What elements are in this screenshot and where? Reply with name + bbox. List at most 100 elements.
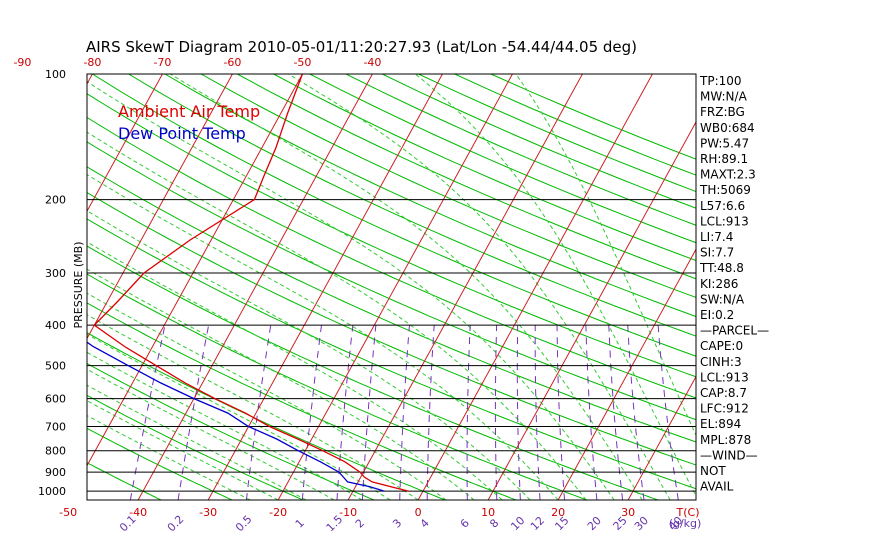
x-axis-label: T(C) [676, 506, 700, 519]
dry-adiabat [87, 462, 162, 500]
dry-adiabat [309, 74, 696, 244]
mixing-ratio-tick-label: 0.2 [165, 513, 187, 535]
moist-adiabat [169, 74, 643, 500]
isotherms [0, 74, 870, 500]
mixing-ratio-line [608, 325, 624, 500]
dry-adiabat [200, 74, 696, 298]
pressure-tick-label: 100 [45, 68, 66, 81]
mixing-ratio-tick-label: 20 [585, 514, 604, 533]
plot-frame [86, 73, 697, 501]
bottom-temp-tick-label: -20 [269, 506, 287, 519]
top-temp-tick-label: -40 [363, 56, 381, 69]
dry-adiabat [87, 218, 696, 490]
mixing-ratio-line [466, 325, 471, 500]
y-axis-label: PRESSURE (MB) [72, 242, 85, 329]
bottom-temp-tick-label: 10 [481, 506, 495, 519]
bottom-temp-tick-label: -30 [199, 506, 217, 519]
mixing-ratio-unit: (g/kg) [669, 517, 702, 530]
index-entry: AVAIL [700, 480, 734, 494]
moist-adiabat [87, 368, 335, 500]
pressure-tick-label: 700 [45, 421, 66, 434]
top-temp-tick-label: -80 [83, 56, 101, 69]
mixing-ratio-tick-label: 6 [458, 516, 472, 530]
mixing-ratio-tick-label: 12 [528, 514, 547, 533]
pressure-tick-label: 300 [45, 267, 66, 280]
index-entry: SW:N/A [700, 292, 745, 306]
moist-adiabat [87, 400, 279, 500]
index-entry: PW:5.47 [700, 136, 749, 150]
mixing-ratio-line [336, 325, 354, 500]
isotherm [0, 74, 22, 500]
mixing-ratio-line [516, 325, 521, 500]
mixing-ratio-tick-label: 2 [353, 516, 367, 530]
index-entry: TP:100 [699, 74, 742, 88]
moist-adiabat [87, 333, 391, 500]
pressure-tick-label: 500 [45, 360, 66, 373]
bottom-temp-tick-label: -10 [339, 506, 357, 519]
isotherm [768, 74, 870, 500]
chart-title: AIRS SkewT Diagram 2010-05-01/11:20:27.9… [86, 38, 637, 56]
isotherm [557, 248, 696, 500]
legend-dewpoint-temp: Dew Point Temp [118, 124, 246, 143]
dry-adiabat [87, 245, 659, 500]
isotherm [487, 121, 696, 500]
index-entry: EL:894 [700, 417, 741, 431]
dewpoint-temp-line [87, 341, 385, 492]
index-entry: LFC:912 [700, 402, 749, 416]
axis-labels: 1002003004005006007008009001000-120-110-… [13, 56, 702, 535]
dry-adiabat [87, 302, 517, 500]
isotherm [207, 74, 443, 500]
bottom-temp-tick-label: 30 [621, 506, 635, 519]
index-entry: LCL:913 [700, 214, 749, 228]
moist-adiabat [87, 241, 503, 500]
index-entry: TH:5069 [699, 183, 751, 197]
mixing-ratio-line [627, 325, 645, 500]
pressure-tick-label: 900 [45, 466, 66, 479]
pressure-tick-label: 600 [45, 393, 66, 406]
top-temp-tick-label: -60 [223, 56, 241, 69]
moist-adiabat [515, 74, 696, 437]
mixing-ratio-line [657, 325, 679, 500]
index-entry: NOT [700, 464, 726, 478]
isotherm [277, 74, 513, 500]
dry-adiabat [273, 74, 696, 262]
top-temp-tick-label: -50 [293, 56, 311, 69]
isotherm [417, 74, 653, 500]
dry-adiabat [87, 166, 696, 443]
moist-adiabat [87, 351, 363, 500]
mixing-ratio-tick-label: 1 [293, 516, 307, 530]
bottom-temp-tick-label: -50 [59, 506, 77, 519]
mixing-ratio-tick-label: 3 [390, 516, 404, 530]
index-entry: TT:48.8 [699, 261, 744, 275]
mixing-ratio-line [362, 325, 377, 500]
mixing-ratio-tick-label: 8 [487, 516, 501, 530]
isotherm [347, 74, 583, 500]
mixing-ratio-line [494, 325, 498, 500]
isotherm [87, 74, 233, 340]
dry-adiabat [128, 74, 696, 337]
isotherm [838, 74, 870, 500]
mixing-ratio-line [399, 325, 410, 500]
mixing-ratio-line [534, 325, 541, 500]
index-entry: KI:286 [700, 277, 738, 291]
mixing-ratio-line [585, 325, 598, 500]
isotherm [87, 74, 303, 467]
dry-adiabat [237, 74, 696, 280]
legend-ambient-temp: Ambient Air Temp [118, 102, 260, 121]
index-entry: SI:7.7 [700, 246, 734, 260]
mixing-ratio-tick-label: 0.5 [233, 513, 255, 535]
pressure-tick-label: 200 [45, 194, 66, 207]
pressure-tick-label: 1000 [38, 485, 66, 498]
moist-adiabat [87, 292, 447, 500]
index-entry: CAPE:0 [700, 339, 743, 353]
dry-adiabat [382, 74, 696, 209]
pressure-tick-label: 800 [45, 445, 66, 458]
moist-adiabat [87, 314, 419, 500]
moist-adiabat [87, 174, 559, 500]
mixing-ratio-line [129, 325, 166, 500]
index-entry: RH:89.1 [700, 152, 748, 166]
moist-adiabat [87, 414, 251, 500]
index-entry: MW:N/A [700, 90, 748, 104]
moist-adiabat [87, 80, 615, 500]
